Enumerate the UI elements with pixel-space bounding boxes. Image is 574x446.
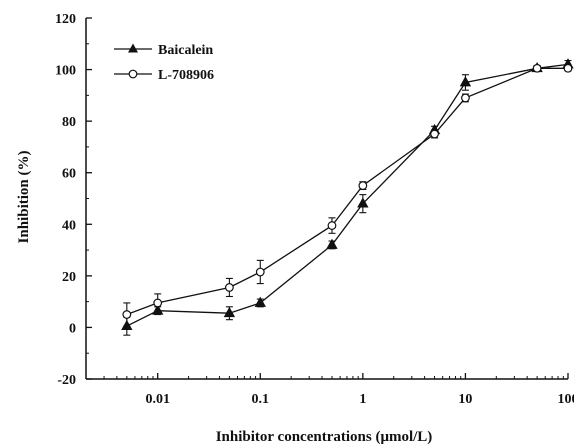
series-line — [126, 63, 569, 327]
y-tick-label: 0 — [69, 321, 76, 336]
x-tick-label: 10 — [458, 392, 472, 407]
y-tick-label: 100 — [55, 64, 76, 79]
data-point-circle — [327, 221, 337, 230]
x-tick-label: 0.1 — [252, 392, 270, 407]
x-tick-label: 0.01 — [145, 392, 170, 407]
data-point-circle — [224, 283, 234, 292]
data-point-triangle — [254, 296, 266, 307]
legend-label: L-708906 — [158, 68, 214, 83]
x-tick-label: 100 — [558, 392, 574, 407]
y-tick-label: 120 — [55, 12, 76, 27]
data-point-triangle — [357, 197, 369, 208]
data-point-circle — [255, 267, 265, 277]
y-tick-label: 40 — [62, 218, 76, 233]
legend-marker-triangle — [128, 43, 138, 53]
y-tick-label: 20 — [62, 270, 76, 285]
x-tick-label: 1 — [359, 392, 366, 407]
legend-marker-circle — [128, 69, 138, 79]
data-point-circle — [430, 129, 439, 139]
series-layer — [121, 58, 574, 336]
y-tick-label: -20 — [57, 373, 76, 388]
data-point-circle — [358, 181, 368, 191]
legend-label: Baicalein — [158, 43, 213, 58]
legend: Baicalein L-708906 — [114, 43, 214, 83]
data-point-circle — [563, 63, 573, 73]
series-line — [126, 67, 568, 316]
data-point-circle — [122, 310, 132, 319]
y-tick-label: 80 — [62, 115, 76, 130]
y-tick-label: 60 — [62, 167, 76, 182]
data-point-circle — [461, 93, 470, 103]
series-baicalein — [121, 58, 574, 336]
data-point-circle — [532, 63, 542, 73]
y-axis-title: Inhibition (%) — [16, 151, 32, 244]
x-axis-title: Inhibitor concentrations (μmol/L) — [216, 429, 433, 445]
data-point-circle — [153, 298, 163, 308]
data-point-triangle — [459, 76, 472, 87]
axes: -20 0 20 40 60 80 100 120 0.01 0.1 1 10 100 — [55, 12, 574, 407]
data-point-triangle — [326, 238, 338, 249]
data-point-triangle — [223, 306, 236, 318]
series-l-708906 — [122, 63, 573, 327]
